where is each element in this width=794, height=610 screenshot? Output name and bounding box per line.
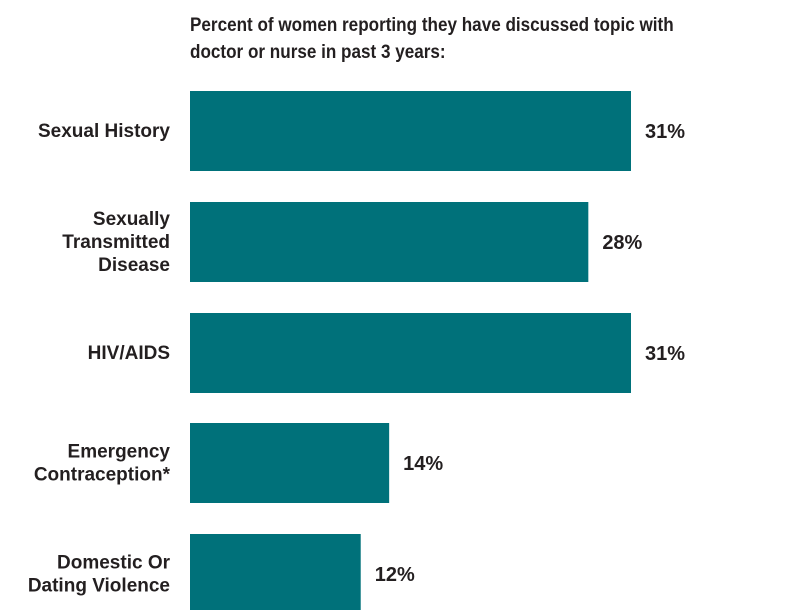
- chart-title-line-2: doctor or nurse in past 3 years:: [190, 42, 446, 63]
- category-label-line: Domestic Or: [57, 553, 171, 574]
- bar-domestic-or-dating-violence: [190, 534, 361, 610]
- chart-title-line-1: Percent of women reporting they have dis…: [190, 15, 674, 36]
- chart-title: Percent of women reporting they have dis…: [190, 12, 730, 66]
- value-label-hiv-aids: 31%: [645, 343, 685, 365]
- value-label-emergency-contraception: 14%: [403, 453, 443, 475]
- category-label-line: Contraception*: [34, 465, 171, 486]
- category-label-domestic-or-dating-violence: Domestic Or Dating Violence: [28, 553, 171, 597]
- value-label-sexual-history: 31%: [645, 121, 685, 143]
- category-label-sexual-history: Sexual History: [38, 121, 170, 142]
- category-label-line: Dating Violence: [28, 576, 170, 597]
- category-label-line: Sexually: [93, 209, 171, 230]
- category-label-line: Emergency: [68, 442, 171, 463]
- bar-sexual-history: [190, 91, 631, 171]
- value-label-sexually-transmitted-disease: 28%: [602, 232, 642, 254]
- category-label-line: Sexual History: [38, 121, 170, 142]
- value-label-domestic-or-dating-violence: 12%: [375, 564, 415, 586]
- bar-sexually-transmitted-disease: [190, 202, 589, 282]
- category-label-line: Transmitted: [62, 232, 170, 253]
- bar-emergency-contraception: [190, 423, 390, 503]
- category-label-emergency-contraception: Emergency Contraception*: [34, 442, 171, 486]
- category-label-line: HIV/AIDS: [88, 343, 170, 364]
- bar-hiv-aids: [190, 313, 631, 393]
- category-label-line: Disease: [98, 255, 170, 276]
- category-label-sexually-transmitted-disease: Sexually Transmitted Disease: [62, 209, 170, 276]
- category-label-hiv-aids: HIV/AIDS: [88, 343, 170, 364]
